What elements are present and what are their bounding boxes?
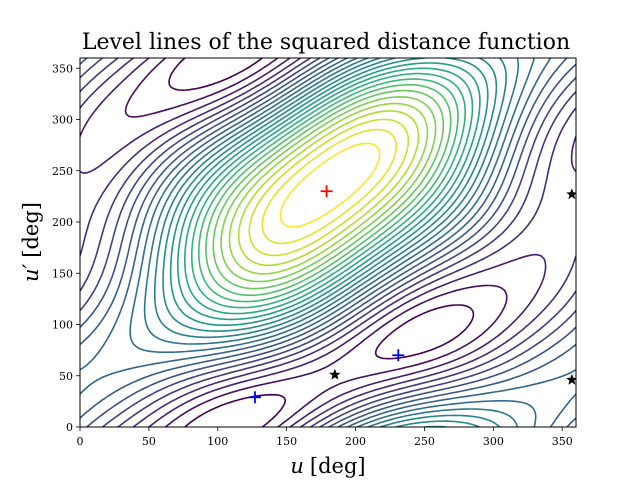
y-axis-unit: [deg]	[19, 202, 43, 258]
contour-level	[198, 78, 459, 303]
contour-level	[279, 142, 381, 228]
x-axis-ticks: 0 50 100 150 200 250 300 350	[77, 427, 573, 448]
y-axis-variable: u′	[19, 263, 43, 282]
contour-level	[228, 102, 429, 275]
y-tick-label: 100	[52, 319, 73, 332]
minimum-plus-marker	[248, 391, 261, 404]
contour-level	[212, 89, 445, 290]
contour-level	[220, 96, 437, 283]
contour-level	[237, 110, 420, 267]
contour-level	[205, 83, 452, 297]
contour-level	[248, 118, 410, 257]
contour-lines	[80, 58, 576, 427]
y-tick-label: 300	[52, 114, 73, 127]
contour-level	[80, 58, 576, 427]
y-axis-ticks: 0 50 100 150 200 250 300 350	[52, 62, 80, 434]
x-axis-variable: u	[290, 454, 304, 478]
x-tick-label: 0	[77, 435, 84, 448]
plot-frame	[79, 57, 577, 428]
x-tick-label: 200	[345, 435, 366, 448]
x-tick-label: 250	[414, 435, 435, 448]
x-tick-label: 150	[276, 435, 297, 448]
contour-level	[261, 128, 397, 245]
contour-level	[80, 58, 576, 427]
saddle-star-marker	[566, 373, 576, 385]
contour-level	[191, 72, 466, 309]
saddle-star-marker	[566, 188, 576, 200]
critical-point-markers	[248, 185, 576, 404]
x-tick-label: 100	[207, 435, 228, 448]
x-axis-unit: [deg]	[310, 454, 366, 478]
y-tick-label: 350	[52, 62, 73, 75]
y-tick-label: 0	[66, 421, 73, 434]
contour-level	[184, 67, 474, 315]
x-tick-label: 350	[552, 435, 573, 448]
minimum-plus-marker	[392, 349, 405, 362]
x-tick-label: 300	[483, 435, 504, 448]
contour-level	[80, 58, 576, 427]
y-axis-label: u′ [deg]	[19, 202, 43, 282]
y-tick-label: 50	[59, 370, 73, 383]
x-tick-label: 50	[142, 435, 156, 448]
maximum-plus-marker	[320, 185, 333, 198]
saddle-star-marker	[329, 368, 341, 380]
y-tick-label: 200	[52, 216, 73, 229]
contour-level	[124, 58, 508, 427]
x-axis-label: u [deg]	[290, 454, 365, 478]
y-tick-label: 150	[52, 267, 73, 280]
chart-title: Level lines of the squared distance func…	[82, 30, 570, 55]
contour-level	[177, 62, 481, 321]
contour-level	[129, 58, 537, 427]
y-tick-label: 250	[52, 165, 73, 178]
